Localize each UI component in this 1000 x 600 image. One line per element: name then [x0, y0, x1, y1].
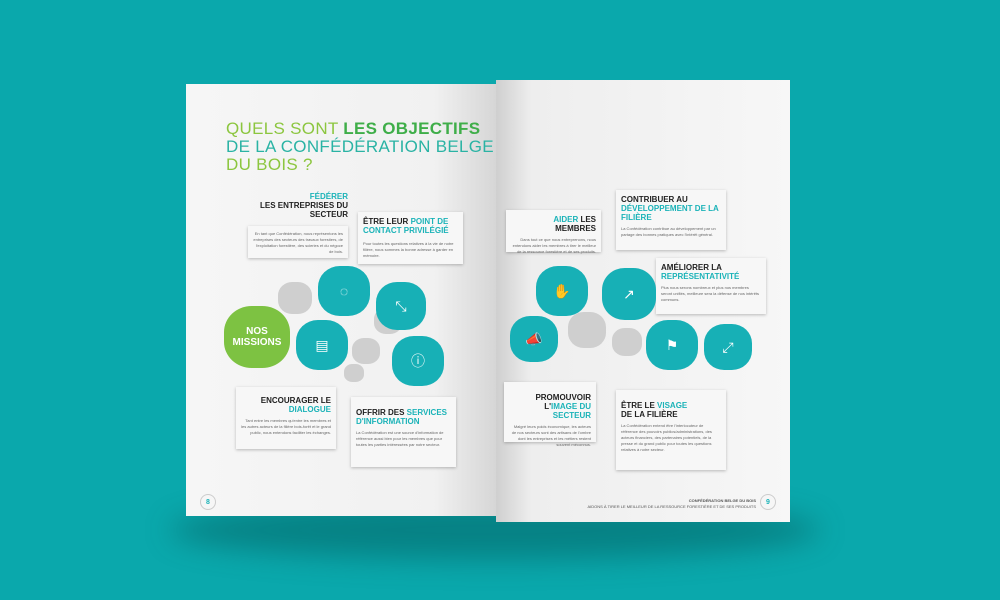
right-page: AIDER LES MEMBRES Dans tout ce que nous …	[496, 80, 790, 522]
gray-shape	[568, 312, 606, 348]
mission-federer: FÉDÉRER LES ENTREPRISES DU SECTEUR	[259, 192, 348, 219]
gray-shape	[344, 364, 364, 382]
left-page: QUELS SONT LES OBJECTIFS DE LA CONFÉDÉRA…	[186, 84, 496, 516]
card-dialogue: ENCOURAGER LE DIALOGUE Tant entre les me…	[236, 387, 336, 449]
circle-dots-icon: ◌	[318, 266, 370, 316]
page-number: 9	[760, 494, 776, 510]
handshake-icon: ✋	[536, 266, 588, 316]
trend-arrow-icon: ↗	[602, 268, 656, 320]
card-aider: AIDER LES MEMBRES Dans tout ce que nous …	[506, 210, 601, 254]
page-title: QUELS SONT LES OBJECTIFS DE LA CONFÉDÉRA…	[226, 119, 494, 174]
card-federer: En tant que Confédération, nous représen…	[248, 226, 348, 258]
card-image: PROMOUVOIR L'IMAGE DU SECTEUR Malgré leu…	[504, 382, 596, 447]
megaphone-icon: 📣	[510, 316, 558, 362]
card-visage: ÊTRE LE VISAGE DE LA FILIÈRE La Confédéra…	[616, 390, 726, 470]
arrows-inward-icon: ⤡	[376, 282, 426, 330]
gray-shape	[612, 328, 642, 356]
info-icon: ⓘ	[392, 336, 444, 386]
gray-shape	[352, 338, 380, 364]
card-developpement: CONTRIBUER AU DÉVELOPPEMENT DE LA FILIÈR…	[616, 190, 726, 250]
card-services: OFFRIR DES SERVICES D'INFORMATION La Con…	[351, 397, 456, 467]
presenter-icon: ⚑	[646, 320, 698, 370]
arrows-outward-icon: ⤢	[704, 324, 752, 370]
gray-shape	[278, 282, 312, 314]
card-contact: ÊTRE LEUR POINT DE CONTACT PRIVILÉGIÉ Po…	[358, 212, 463, 264]
page-number: 8	[200, 494, 216, 510]
nos-missions-badge: NOS MISSIONS	[224, 306, 290, 368]
footer: CONFÉDÉRATION BELGE DU BOIS AIDONS À TIRE…	[587, 498, 756, 509]
chat-bubbles-icon: ▤	[296, 320, 348, 370]
card-representativite: AMÉLIORER LA REPRÉSENTATIVITÉ Plus nous …	[656, 258, 766, 314]
